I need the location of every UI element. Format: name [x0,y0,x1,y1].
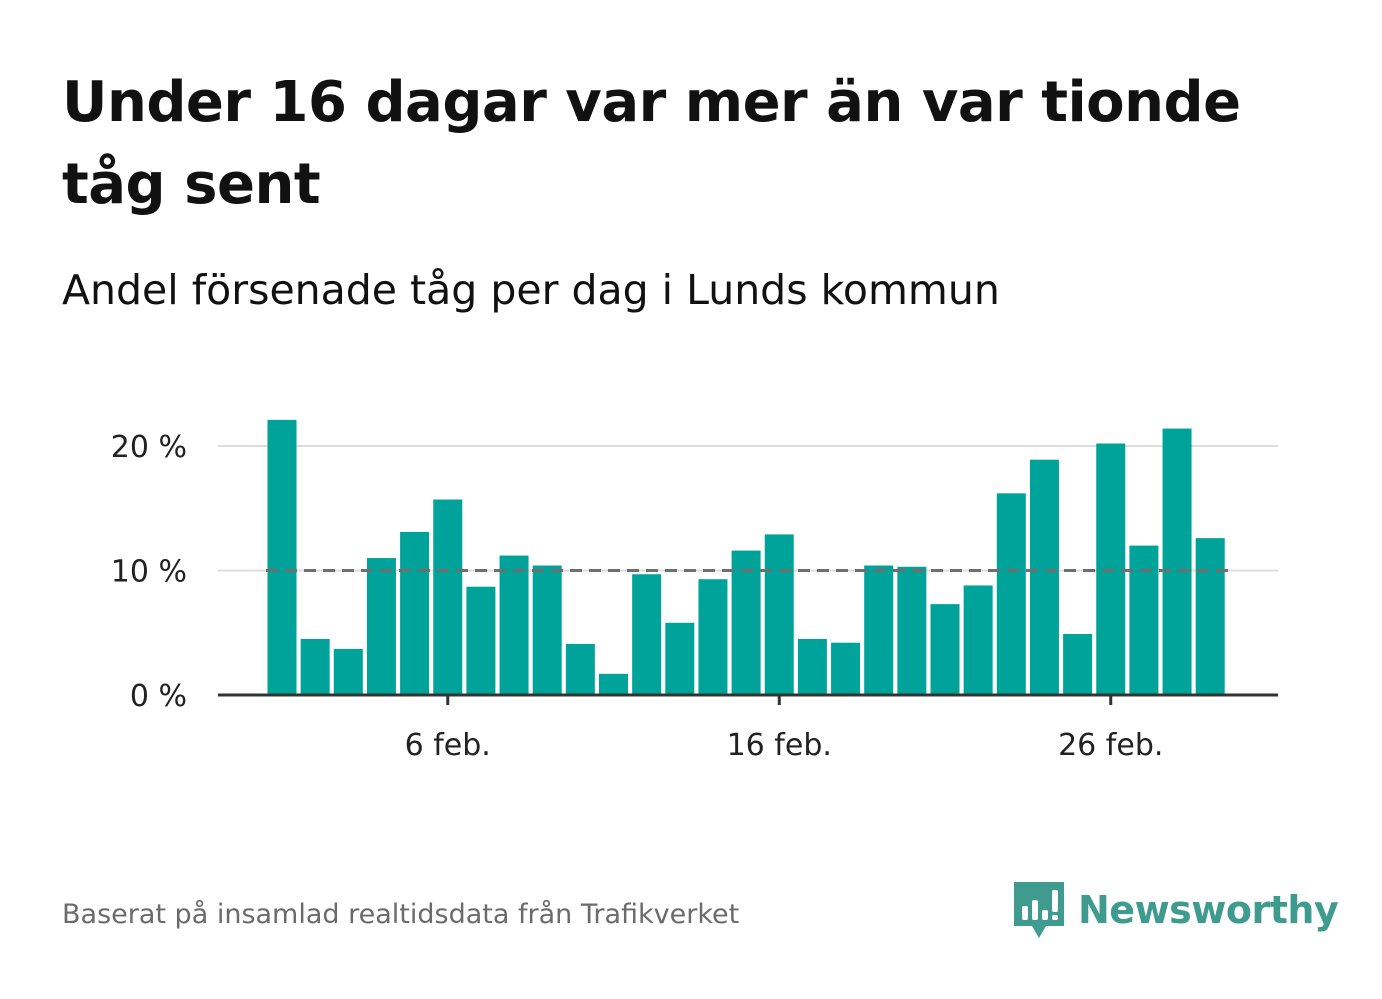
bar [599,673,628,695]
bar [797,638,827,695]
bar [532,565,562,695]
x-tick-label: 26 feb. [1058,728,1163,763]
bar [831,642,861,695]
bar [1063,633,1093,695]
bar [400,531,430,695]
source-note: Baserat på insamlad realtidsdata från Tr… [62,899,740,930]
bar [731,550,761,695]
bar [366,558,396,695]
y-tick-label: 0 % [130,679,187,714]
chart-title: Under 16 dagar var mer än var tionde tåg… [62,70,1241,217]
bar [665,622,695,695]
bar [764,534,794,695]
y-tick-label: 10 % [111,555,187,590]
bars [267,419,1225,695]
bar [1162,428,1192,695]
bar [897,566,927,695]
axes: 0 % 10 % 20 % 6 feb. 16 feb. 26 feb. [111,430,1278,763]
bar [267,419,297,695]
bar [1029,459,1059,695]
bar [499,555,529,695]
bar [565,643,595,695]
newsworthy-logo-icon [1014,882,1064,938]
bar [930,604,960,695]
bar [864,565,894,695]
x-tick-label: 6 feb. [405,728,491,763]
bar [300,638,330,695]
bar-chart: 0 % 10 % 20 % 6 feb. 16 feb. 26 feb. [111,419,1278,763]
bar [632,574,662,695]
bar [466,586,496,695]
brand-name: Newsworthy [1078,888,1339,932]
bar [1129,545,1159,695]
bar [996,493,1026,695]
bar [963,585,993,695]
newsworthy-logo[interactable]: Newsworthy [1012,880,1339,940]
y-tick-label: 20 % [111,430,187,465]
x-tick-label: 16 feb. [727,728,832,763]
bar [1195,538,1225,695]
bar [333,648,363,695]
chart-subtitle: Andel försenade tåg per dag i Lunds komm… [62,266,1000,314]
bar [433,499,463,695]
bar [698,579,728,695]
